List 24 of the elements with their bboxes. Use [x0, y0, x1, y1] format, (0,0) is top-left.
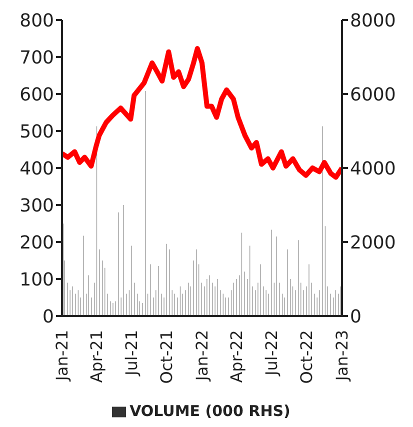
x-tick-label: Jul-22: [262, 330, 281, 376]
x-tick-label: Apr-22: [227, 330, 246, 383]
y-tick-label: 100: [20, 269, 54, 290]
y2-tick-label: 6000: [350, 84, 396, 106]
y-tick-label: 700: [20, 47, 54, 68]
y2-tick-label: 4000: [350, 158, 396, 180]
x-tick-label: Oct-21: [157, 330, 176, 384]
x-tick-label: Jan-23: [332, 330, 352, 382]
x-tick-label: Apr-21: [87, 330, 106, 383]
y-tick-label: 800: [20, 10, 54, 32]
y-tick-label: 500: [20, 121, 54, 142]
y2-tick-label: 0: [350, 306, 362, 328]
y-tick-label: 400: [20, 158, 54, 180]
y-tick-label: 0: [42, 306, 54, 328]
y-tick-label: 300: [20, 195, 54, 216]
x-tick-label: Jul-21: [122, 330, 141, 376]
x-tick-label: Oct-22: [297, 330, 316, 384]
y2-tick-label: 8000: [350, 10, 396, 32]
x-tick-label: Jan-21: [52, 330, 72, 382]
legend-label: VOLUME (000 RHS): [130, 402, 290, 420]
y-tick-label: 600: [20, 84, 54, 106]
x-tick-label: Jan-22: [192, 330, 212, 382]
y2-tick-label: 2000: [350, 232, 396, 254]
y-tick-label: 200: [20, 232, 54, 254]
